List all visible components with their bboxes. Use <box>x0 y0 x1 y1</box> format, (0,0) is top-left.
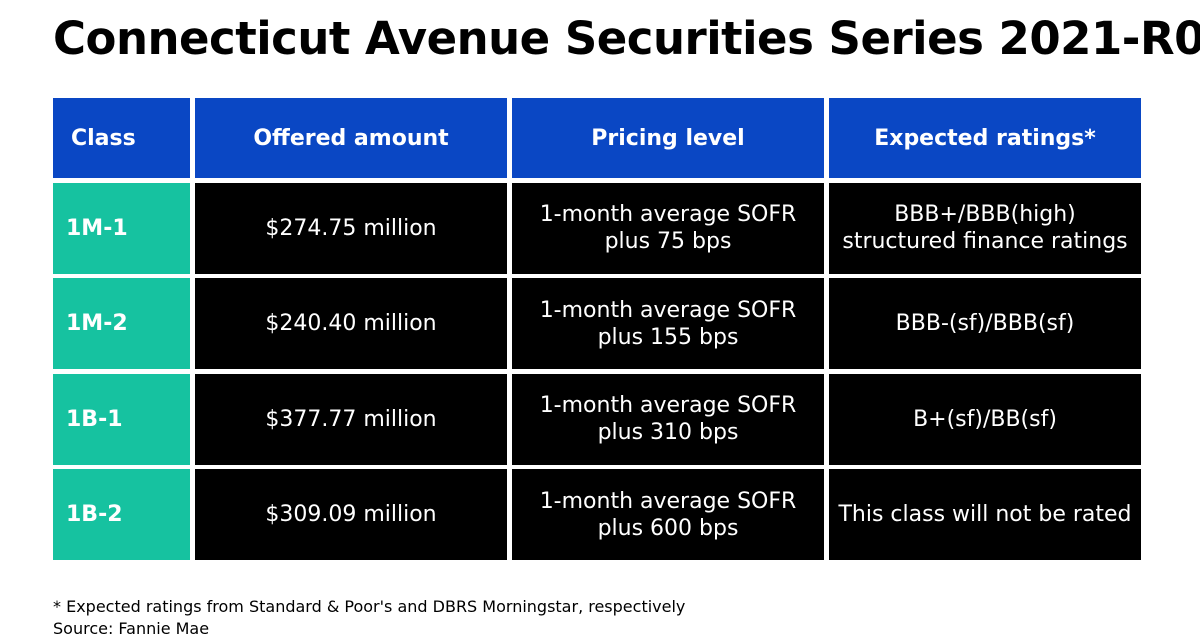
pricing-level-cell: 1-month average SOFR plus 155 bps <box>512 278 824 369</box>
offered-amount-cell: $240.40 million <box>195 278 507 369</box>
pricing-level-cell: 1-month average SOFR plus 75 bps <box>512 182 824 274</box>
page-title: Connecticut Avenue Securities Series 202… <box>53 12 1200 65</box>
ratings-footnote: * Expected ratings from Standard & Poor'… <box>53 597 686 616</box>
class-cell: 1B-2 <box>53 469 190 560</box>
class-cell: 1M-2 <box>53 278 190 369</box>
header-class: Class <box>53 98 190 178</box>
expected-ratings-cell: B+(sf)/BB(sf) <box>829 373 1141 465</box>
expected-ratings-cell: This class will not be rated <box>829 469 1141 560</box>
offered-amount-cell: $377.77 million <box>195 373 507 465</box>
header-offered-amount: Offered amount <box>195 98 507 178</box>
class-cell: 1B-1 <box>53 373 190 465</box>
pricing-level-cell: 1-month average SOFR plus 600 bps <box>512 469 824 560</box>
securities-table: Class Offered amount Pricing level Expec… <box>53 98 1141 560</box>
header-pricing-level: Pricing level <box>512 98 824 178</box>
offered-amount-cell: $309.09 million <box>195 469 507 560</box>
source-note: Source: Fannie Mae <box>53 619 210 638</box>
pricing-level-cell: 1-month average SOFR plus 310 bps <box>512 373 824 465</box>
expected-ratings-cell: BBB-(sf)/BBB(sf) <box>829 278 1141 369</box>
footnote: * Expected ratings from Standard & Poor'… <box>53 596 685 640</box>
offered-amount-cell: $274.75 million <box>195 182 507 274</box>
expected-ratings-cell: BBB+/BBB(high) structured finance rating… <box>829 182 1141 274</box>
class-cell: 1M-1 <box>53 182 190 274</box>
header-expected-ratings: Expected ratings* <box>829 98 1141 178</box>
